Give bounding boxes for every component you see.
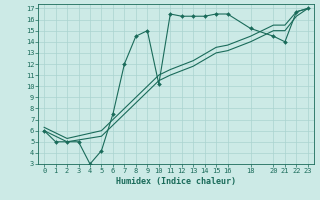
X-axis label: Humidex (Indice chaleur): Humidex (Indice chaleur) xyxy=(116,177,236,186)
